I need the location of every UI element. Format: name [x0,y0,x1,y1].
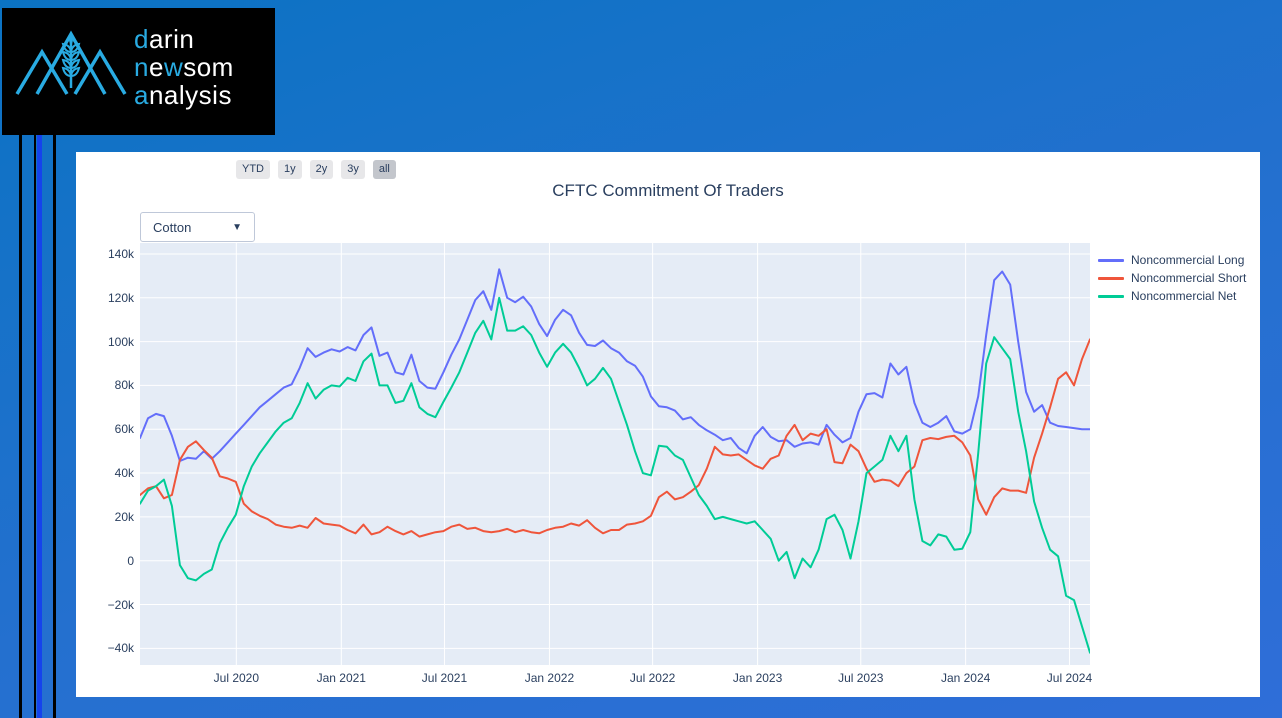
decorative-stripe-black-2 [34,135,36,718]
chart-panel: YTD 1y 2y 3y all CFTC Commitment Of Trad… [76,152,1260,697]
decorative-stripe-black-1 [19,135,22,718]
legend-swatch-0 [1098,258,1124,262]
legend-item-noncommercial-short[interactable]: Noncommercial Short [1098,269,1246,287]
range-button-2y[interactable]: 2y [309,160,334,179]
brand-word-darin: darin [134,24,195,54]
y-tick-label: 20k [114,509,134,524]
legend-label: Noncommercial Long [1131,253,1245,267]
series-line-noncommercial-long [139,268,1091,462]
range-button-all[interactable]: all [372,160,396,179]
legend-swatch-1 [1098,276,1124,280]
decorative-stripe-blue [37,135,42,718]
decorative-stripe-black-3 [53,135,56,718]
y-tick-label: 140k [107,246,134,261]
range-button-ytd[interactable]: YTD [236,160,270,179]
y-axis-labels: 140k 120k 100k 80k 60k 40k 20k 0 −20k −40k [76,243,134,665]
commodity-dropdown[interactable]: Cotton ▼ [140,212,255,242]
x-tick-label: Jul 2020 [213,671,260,685]
y-tick-label: 60k [114,422,134,437]
x-tick-label: Jul 2022 [629,671,676,685]
brand-logo: darin newsom analysis [2,8,275,135]
x-tick-label: Jul 2021 [421,671,468,685]
y-tick-label: 120k [107,290,134,305]
range-selector: YTD 1y 2y 3y all [236,160,396,179]
y-tick-label: 0 [127,553,134,568]
x-tick-label: Jul 2024 [1046,671,1093,685]
legend-label: Noncommercial Short [1131,271,1247,285]
y-tick-label: −20k [107,597,134,612]
x-tick-label: Jan 2023 [732,671,783,685]
series-line-noncommercial-net [139,296,1091,654]
series-line-noncommercial-short [139,338,1091,538]
plot-area[interactable] [139,243,1091,665]
y-tick-label: 40k [114,466,134,481]
chart-title: CFTC Commitment Of Traders [552,181,784,200]
x-tick-label: Jan 2022 [524,671,575,685]
brand-word-newsom: newsom [134,52,234,82]
legend-item-noncommercial-long[interactable]: Noncommercial Long [1098,251,1246,269]
x-tick-label: Jul 2023 [838,671,884,685]
y-tick-label: 80k [114,378,134,393]
legend-item-noncommercial-net[interactable]: Noncommercial Net [1098,287,1246,305]
legend-swatch-2 [1098,294,1124,298]
chart-legend: Noncommercial Long Noncommercial Short N… [1098,251,1246,305]
range-button-3y[interactable]: 3y [341,160,365,179]
y-tick-label: −40k [107,641,134,656]
x-tick-label: Jan 2024 [940,671,991,685]
brand-word-analysis: analysis [134,80,232,110]
commodity-dropdown-value: Cotton [153,219,192,235]
brand-name: darin newsom analysis [134,25,234,109]
x-axis-labels: Jul 2020 Jan 2021 Jul 2021 Jan 2022 Jul 2022… [140,671,1093,691]
y-tick-label: 100k [107,334,134,349]
x-tick-label: Jan 2021 [316,671,366,685]
legend-label: Noncommercial Net [1131,289,1237,303]
dropdown-arrow-icon: ▼ [232,221,242,233]
range-button-1y[interactable]: 1y [278,160,302,179]
mountain-wheat-icon [15,30,127,95]
